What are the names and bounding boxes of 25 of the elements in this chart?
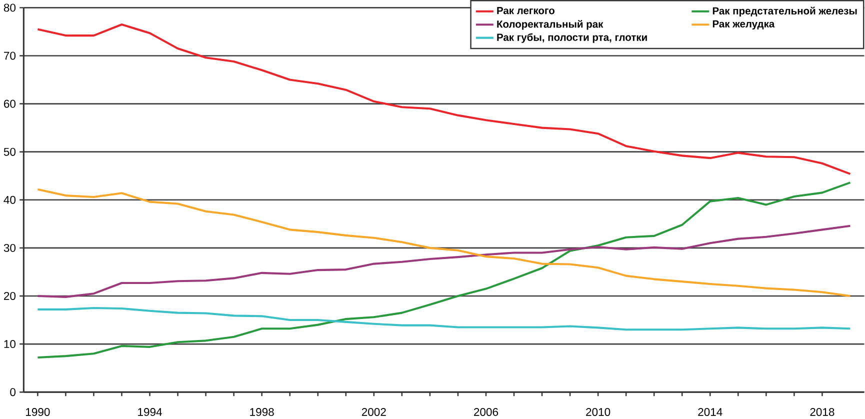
x-tick-label: 1998 [250,408,274,416]
x-tick-label: 1990 [26,408,50,416]
x-tick-label: 2002 [362,408,386,416]
y-tick-label: 0 [10,388,16,396]
x-tick-label: 2006 [474,408,498,416]
y-tick-label: 10 [4,340,16,348]
x-tick-label: 1994 [138,408,162,416]
y-tick-label: 30 [4,244,16,252]
x-tick-label: 2010 [586,408,610,416]
y-tick-label: 50 [4,148,16,156]
legend-label: Рак губы, полости рта, глотки [497,33,647,43]
legend-label: Рак желудка [712,20,775,30]
legend-label: Колоректальный рак [497,20,604,30]
y-tick-label: 80 [4,4,16,12]
y-tick-label: 70 [4,52,16,60]
legend-label: Рак предстательной железы [712,6,857,16]
line-series [36,224,852,298]
line-series [36,188,852,297]
y-tick-label: 40 [4,196,16,204]
y-tick-label: 20 [4,292,16,300]
line-series [36,181,852,358]
legend-label: Рак легкого [497,6,554,14]
y-tick-label: 60 [4,100,16,108]
x-tick-label: 2014 [698,408,722,416]
x-tick-label: 2018 [810,408,834,416]
